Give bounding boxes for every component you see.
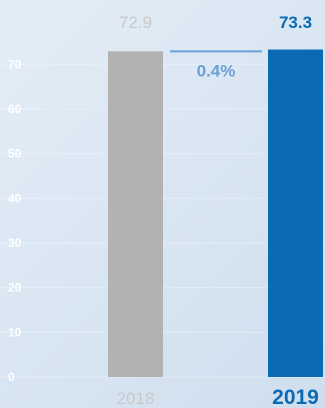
y-tick-label-70: 70: [8, 57, 22, 71]
category-label-2018: 2018: [117, 389, 155, 408]
bar-labels: 72.9 73.3 2018 2019: [117, 13, 319, 408]
y-tick-label-50: 50: [8, 147, 22, 161]
y-tick-label-30: 30: [8, 236, 22, 250]
bars: [108, 49, 323, 377]
bar-2018: [108, 51, 163, 377]
change-label: 0.4%: [197, 61, 236, 80]
y-axis-ticks: 0 10 20 30 40 50 60 70: [8, 57, 22, 384]
bar-2019: [268, 49, 323, 377]
category-label-2019: 2019: [272, 386, 319, 408]
y-tick-label-60: 60: [8, 102, 22, 116]
y-tick-label-0: 0: [8, 370, 15, 384]
y-tick-label-10: 10: [8, 325, 22, 339]
y-tick-label-20: 20: [8, 281, 22, 295]
value-label-2019: 73.3: [279, 13, 312, 32]
y-tick-label-40: 40: [8, 191, 22, 205]
value-label-2018: 72.9: [119, 13, 152, 32]
